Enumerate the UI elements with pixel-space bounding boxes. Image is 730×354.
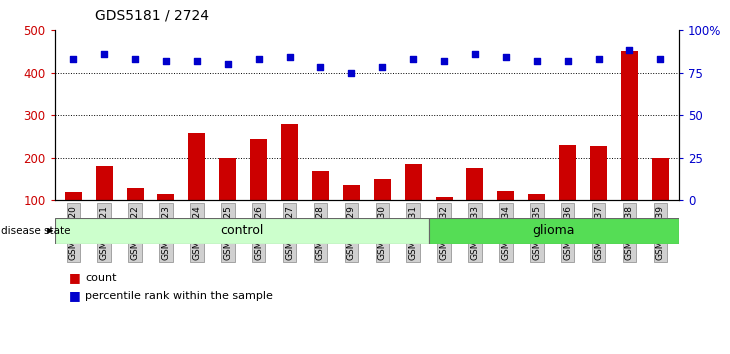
Bar (429, 218, 679, 244)
Bar (219, 158, 237, 242)
Bar (559, 145, 576, 242)
Bar (250, 139, 267, 242)
Bar (466, 168, 483, 242)
Point (438, 58, 450, 63)
Point (377, 65, 388, 70)
Bar (374, 179, 391, 242)
Point (531, 58, 542, 63)
Point (284, 55, 296, 60)
Text: disease state: disease state (1, 226, 71, 236)
Bar (590, 145, 607, 242)
Bar (55, 218, 429, 244)
Text: glioma: glioma (532, 224, 575, 238)
Point (191, 58, 203, 63)
Bar (96, 166, 112, 242)
Point (253, 56, 264, 62)
Bar (529, 194, 545, 242)
Point (315, 65, 326, 70)
Text: ■: ■ (69, 272, 81, 284)
Bar (497, 191, 515, 242)
Text: ■: ■ (69, 289, 81, 302)
Point (593, 56, 604, 62)
Bar (158, 194, 174, 242)
Point (222, 61, 234, 67)
Text: control: control (220, 224, 264, 238)
Point (500, 55, 512, 60)
Bar (436, 196, 453, 242)
Point (623, 48, 635, 53)
Point (99, 51, 110, 57)
Bar (312, 171, 329, 242)
Bar (126, 188, 144, 242)
Text: count: count (85, 273, 117, 283)
Point (67, 56, 79, 62)
Point (407, 56, 419, 62)
Bar (652, 158, 669, 242)
Bar (621, 51, 638, 242)
Point (129, 56, 141, 62)
Bar (188, 133, 205, 242)
Point (469, 51, 481, 57)
Bar (404, 164, 422, 242)
Point (160, 58, 172, 63)
Bar (65, 192, 82, 242)
Point (562, 58, 574, 63)
Point (655, 56, 666, 62)
Point (345, 70, 357, 75)
Text: GDS5181 / 2724: GDS5181 / 2724 (95, 9, 209, 23)
Bar (281, 124, 298, 242)
Text: percentile rank within the sample: percentile rank within the sample (85, 291, 273, 301)
Bar (343, 185, 360, 242)
